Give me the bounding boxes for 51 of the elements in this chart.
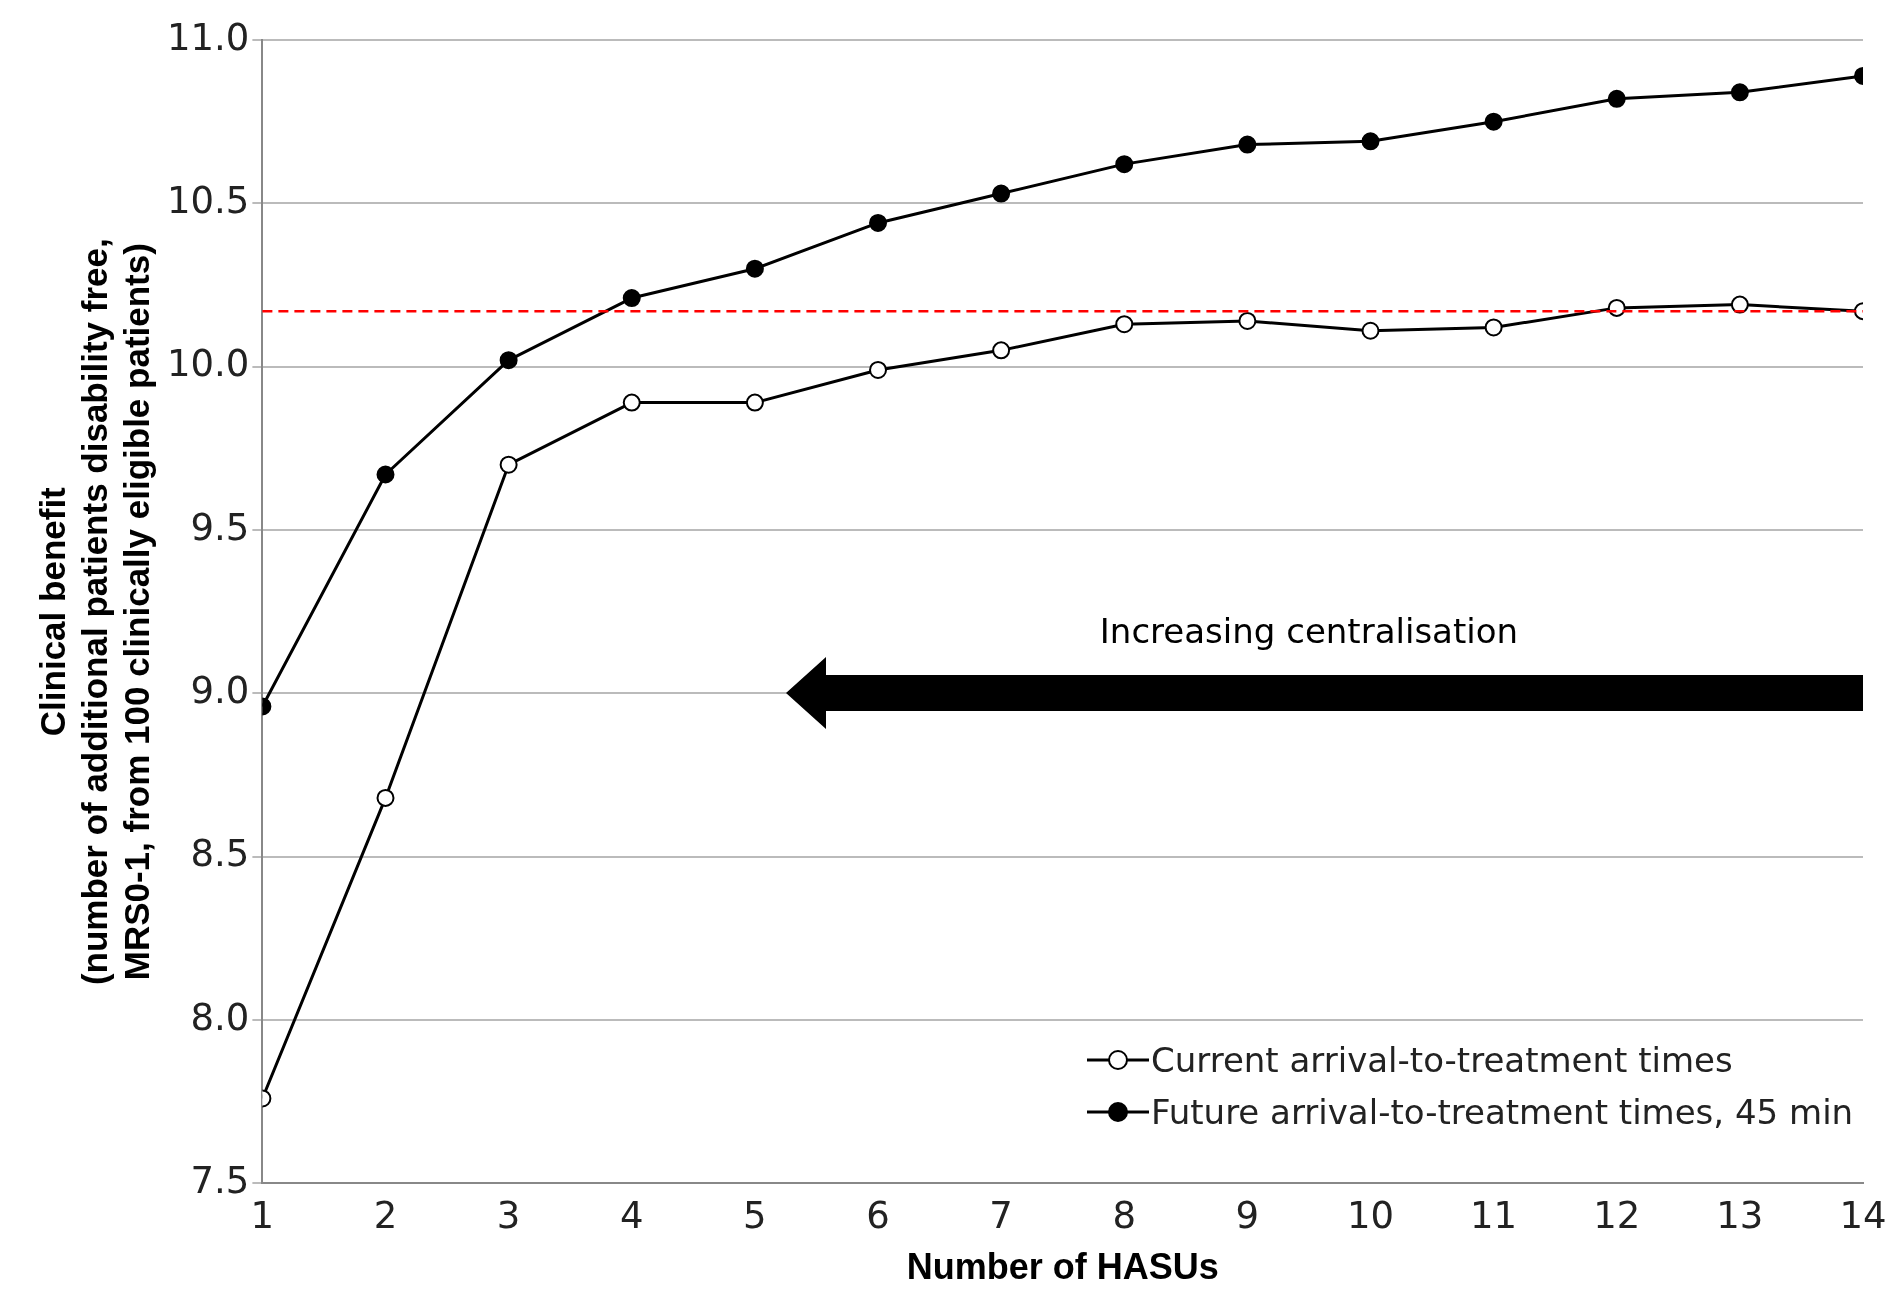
y-tick-label: 9.5 (190, 505, 250, 549)
point (1361, 132, 1380, 151)
point (869, 360, 888, 379)
x-tick-label: 11 (1470, 1194, 1518, 1238)
point (869, 213, 888, 232)
point (1361, 321, 1380, 340)
point (1730, 83, 1749, 102)
y-tick-label: 10.5 (166, 178, 250, 222)
point (1115, 315, 1134, 334)
point (992, 184, 1011, 203)
point (622, 393, 641, 412)
annotation: Increasing centralisation (1099, 611, 1519, 652)
x-tick-label: 5 (743, 1194, 767, 1238)
point (745, 393, 764, 412)
x-tick-label: 6 (866, 1194, 890, 1238)
x-tick-label: 10 (1346, 1194, 1395, 1238)
point (745, 259, 764, 278)
legend-label: Current arrival-to-treatment times (1151, 1040, 1733, 1081)
x-tick-label: 7 (989, 1194, 1013, 1238)
x-tick-label: 2 (373, 1194, 398, 1238)
point (376, 465, 395, 484)
point (1607, 298, 1626, 317)
x-tick-label: 3 (496, 1194, 521, 1238)
x-tick-label: 4 (619, 1194, 644, 1238)
x-tick-label: 1 (250, 1194, 275, 1238)
point (622, 289, 641, 308)
x-tick-label: 14 (1839, 1194, 1887, 1238)
point (1730, 295, 1749, 314)
y-tick-label: 9.0 (190, 668, 250, 712)
y-axis-title: Clinical benefit (number of additional patients disability free, MRS0-1, from 100 clinically eligible patients) (32, 238, 156, 986)
y-tick-label: 7.5 (190, 1159, 250, 1203)
x-tick-label: 12 (1593, 1194, 1641, 1238)
x-tick-label: 13 (1716, 1194, 1764, 1238)
x-tick-label: 9 (1235, 1194, 1260, 1238)
point (1115, 155, 1134, 174)
point (499, 351, 518, 370)
x-tick-label: 8 (1112, 1194, 1137, 1238)
point (992, 341, 1011, 360)
y-tick-label: 8.0 (190, 995, 250, 1039)
point (499, 455, 518, 474)
point (1484, 318, 1503, 337)
point (1484, 112, 1503, 131)
y-tick-label: 11.0 (166, 15, 250, 59)
point (1238, 135, 1257, 154)
y-tick-label: 10.0 (166, 342, 250, 386)
y-tick-label: 8.5 (190, 832, 250, 876)
x-axis-title: Number of HASUs (906, 1246, 1219, 1288)
point (1607, 89, 1626, 108)
point (1238, 311, 1257, 330)
point (376, 788, 395, 807)
legend-label: Future arrival-to-treatment times, 45 min (1151, 1092, 1854, 1133)
